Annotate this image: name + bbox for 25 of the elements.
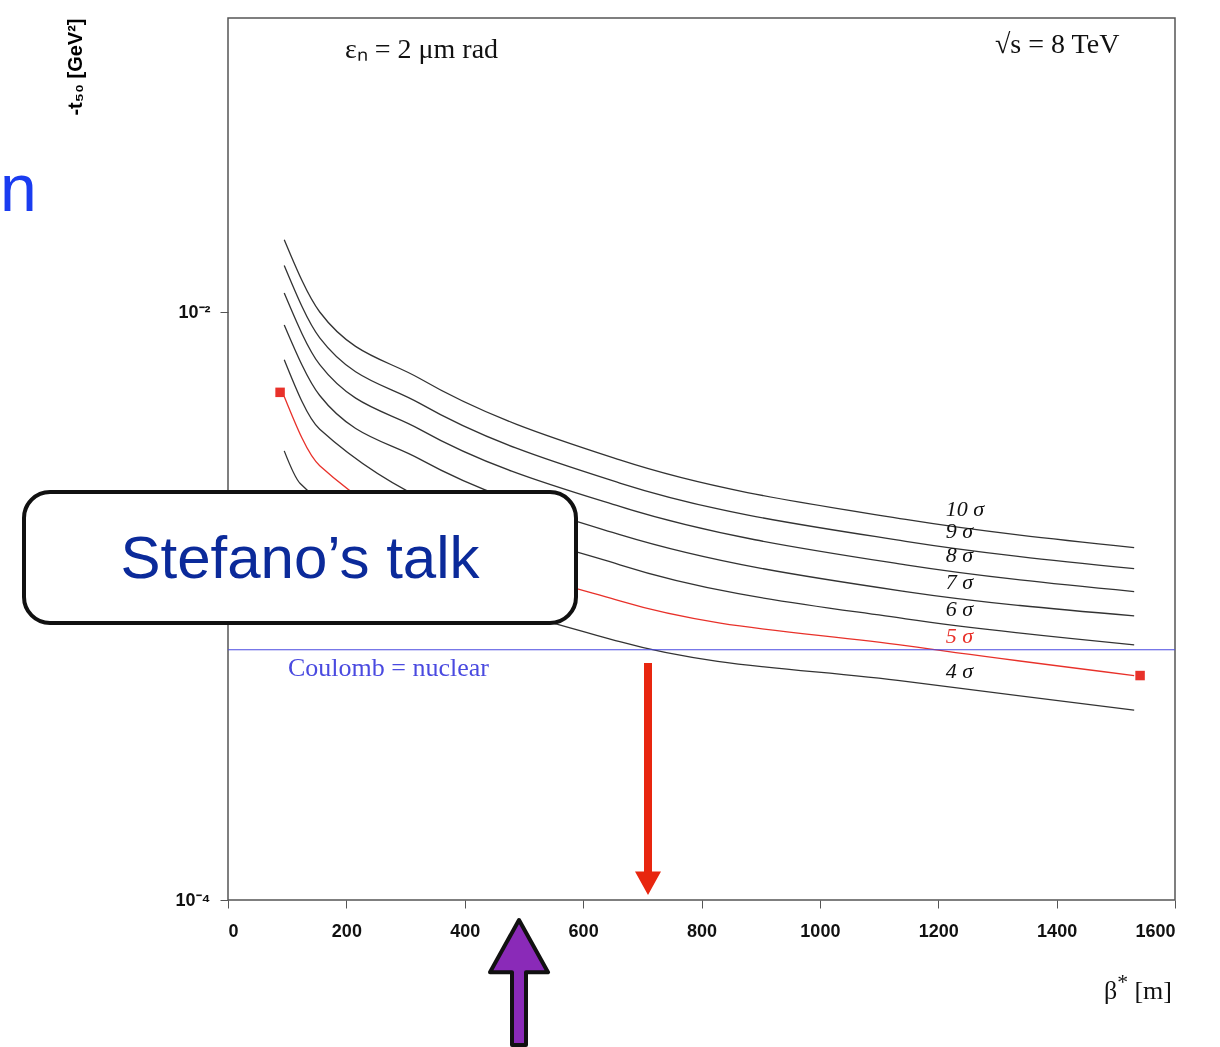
y-tick-label: 10⁻²	[178, 301, 211, 322]
x-axis-title: β$^{*}$ [m]	[1103, 970, 1172, 1006]
x-tick-label: 1200	[918, 920, 959, 941]
series-label: 7 σ	[945, 568, 975, 594]
x-tick-label: 200	[331, 920, 362, 941]
y-axis-title: -t₅₀ [GeV²]	[63, 18, 86, 116]
x-tick-label: 1000	[800, 920, 841, 941]
series-label: 5 σ	[945, 622, 975, 648]
annotation: √s = 8 TeV	[995, 28, 1120, 60]
text: n	[0, 150, 37, 226]
x-tick-label: 600	[568, 920, 599, 941]
series-label: 8 σ	[945, 541, 975, 567]
x-tick-label: 400	[450, 920, 481, 941]
ref-line-label: Coulomb = nuclear	[288, 652, 490, 682]
annotation: εₙ = 2 μm rad	[345, 32, 499, 66]
series-label: 10 σ	[945, 496, 986, 522]
series-label: 6 σ	[945, 595, 975, 621]
annotation: Stefano’s talk	[120, 523, 480, 592]
x-tick-label: 800	[686, 920, 718, 941]
x-tick-label: 0	[228, 920, 239, 941]
y-tick-label: 10⁻⁴	[175, 889, 211, 910]
x-tick-label: 1600	[1135, 920, 1176, 941]
x-tick-label: 1400	[1037, 920, 1078, 941]
callout-box: Stefano’s talk	[22, 490, 578, 625]
series-label: 4 σ	[945, 658, 975, 684]
